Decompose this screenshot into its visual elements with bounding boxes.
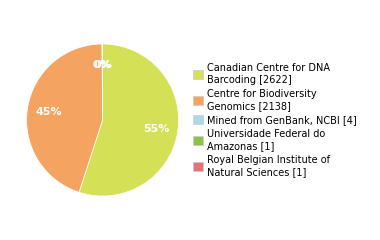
Text: 0%: 0% (93, 60, 112, 70)
Wedge shape (27, 44, 103, 192)
Text: 0%: 0% (93, 60, 112, 70)
Text: 55%: 55% (144, 124, 170, 134)
Wedge shape (102, 44, 103, 120)
Text: 45%: 45% (35, 107, 62, 117)
Wedge shape (79, 44, 179, 196)
Text: 0%: 0% (93, 60, 112, 70)
Legend: Canadian Centre for DNA
Barcoding [2622], Centre for Biodiversity
Genomics [2138: Canadian Centre for DNA Barcoding [2622]… (193, 63, 357, 177)
